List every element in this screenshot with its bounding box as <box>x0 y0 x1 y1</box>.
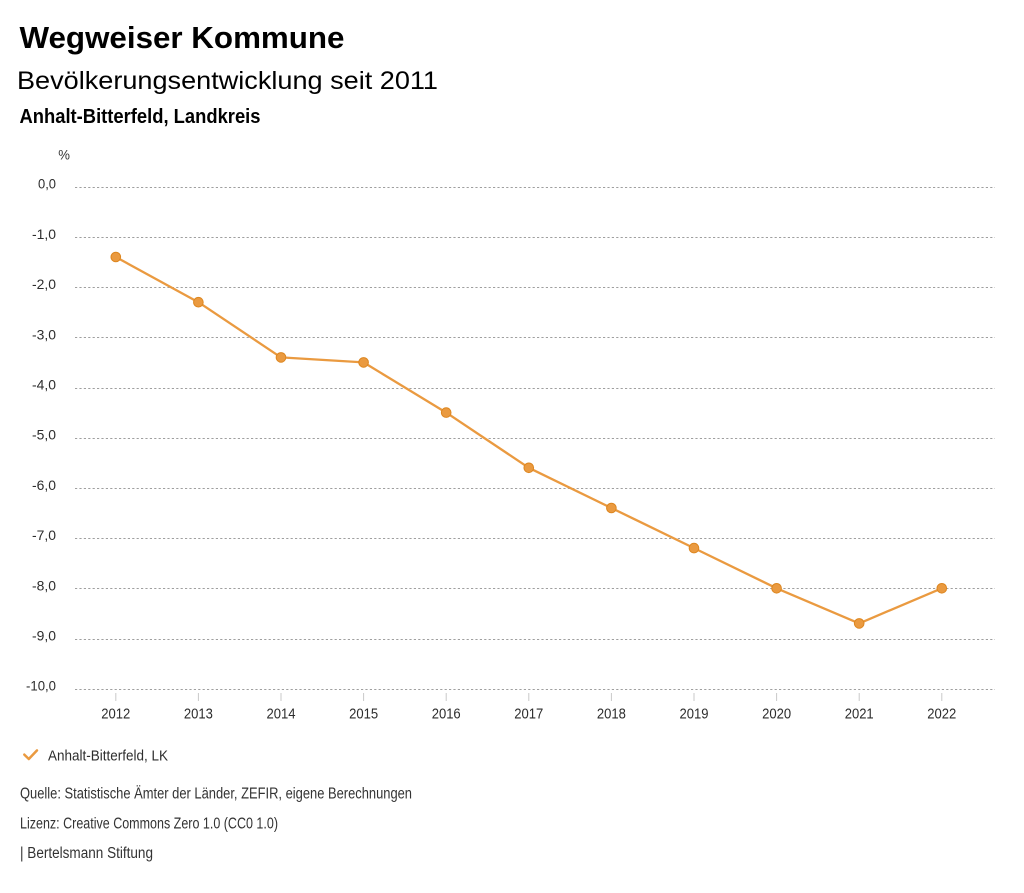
svg-text:-7,0: -7,0 <box>32 528 56 543</box>
svg-text:2020: 2020 <box>762 707 791 723</box>
svg-text:2013: 2013 <box>184 707 213 723</box>
svg-text:-6,0: -6,0 <box>32 478 56 493</box>
svg-text:Anhalt-Bitterfeld, Landkreis: Anhalt-Bitterfeld, Landkreis <box>20 105 261 128</box>
svg-text:2022: 2022 <box>927 707 956 723</box>
svg-text:Anhalt-Bitterfeld, LK: Anhalt-Bitterfeld, LK <box>48 748 168 765</box>
svg-text:-9,0: -9,0 <box>32 629 56 644</box>
svg-text:-4,0: -4,0 <box>32 378 56 393</box>
svg-text:-3,0: -3,0 <box>32 327 56 342</box>
svg-text:Lizenz: Creative Commons Zero: Lizenz: Creative Commons Zero 1.0 (CC0 1… <box>20 816 278 833</box>
svg-text:2014: 2014 <box>267 707 296 723</box>
svg-text:2016: 2016 <box>432 707 461 723</box>
svg-text:%: % <box>58 147 70 162</box>
svg-text:-8,0: -8,0 <box>32 578 56 593</box>
svg-text:-2,0: -2,0 <box>32 277 56 292</box>
svg-text:| Bertelsmann Stiftung: | Bertelsmann Stiftung <box>20 845 153 862</box>
svg-text:Bevölkerungsentwicklung seit 2: Bevölkerungsentwicklung seit 2011 <box>17 67 438 95</box>
svg-text:2018: 2018 <box>597 707 626 723</box>
svg-text:0,0: 0,0 <box>38 177 56 192</box>
svg-text:Wegweiser Kommune: Wegweiser Kommune <box>20 20 345 55</box>
svg-text:2015: 2015 <box>349 707 378 723</box>
svg-text:2017: 2017 <box>514 707 543 723</box>
svg-text:2019: 2019 <box>680 707 709 723</box>
svg-text:-1,0: -1,0 <box>32 227 56 242</box>
svg-text:-10,0: -10,0 <box>26 679 56 694</box>
svg-text:2021: 2021 <box>845 707 874 723</box>
svg-text:2012: 2012 <box>101 707 130 723</box>
svg-text:-5,0: -5,0 <box>32 428 56 443</box>
svg-text:Quelle: Statistische Ämter der: Quelle: Statistische Ämter der Länder, Z… <box>20 786 412 803</box>
